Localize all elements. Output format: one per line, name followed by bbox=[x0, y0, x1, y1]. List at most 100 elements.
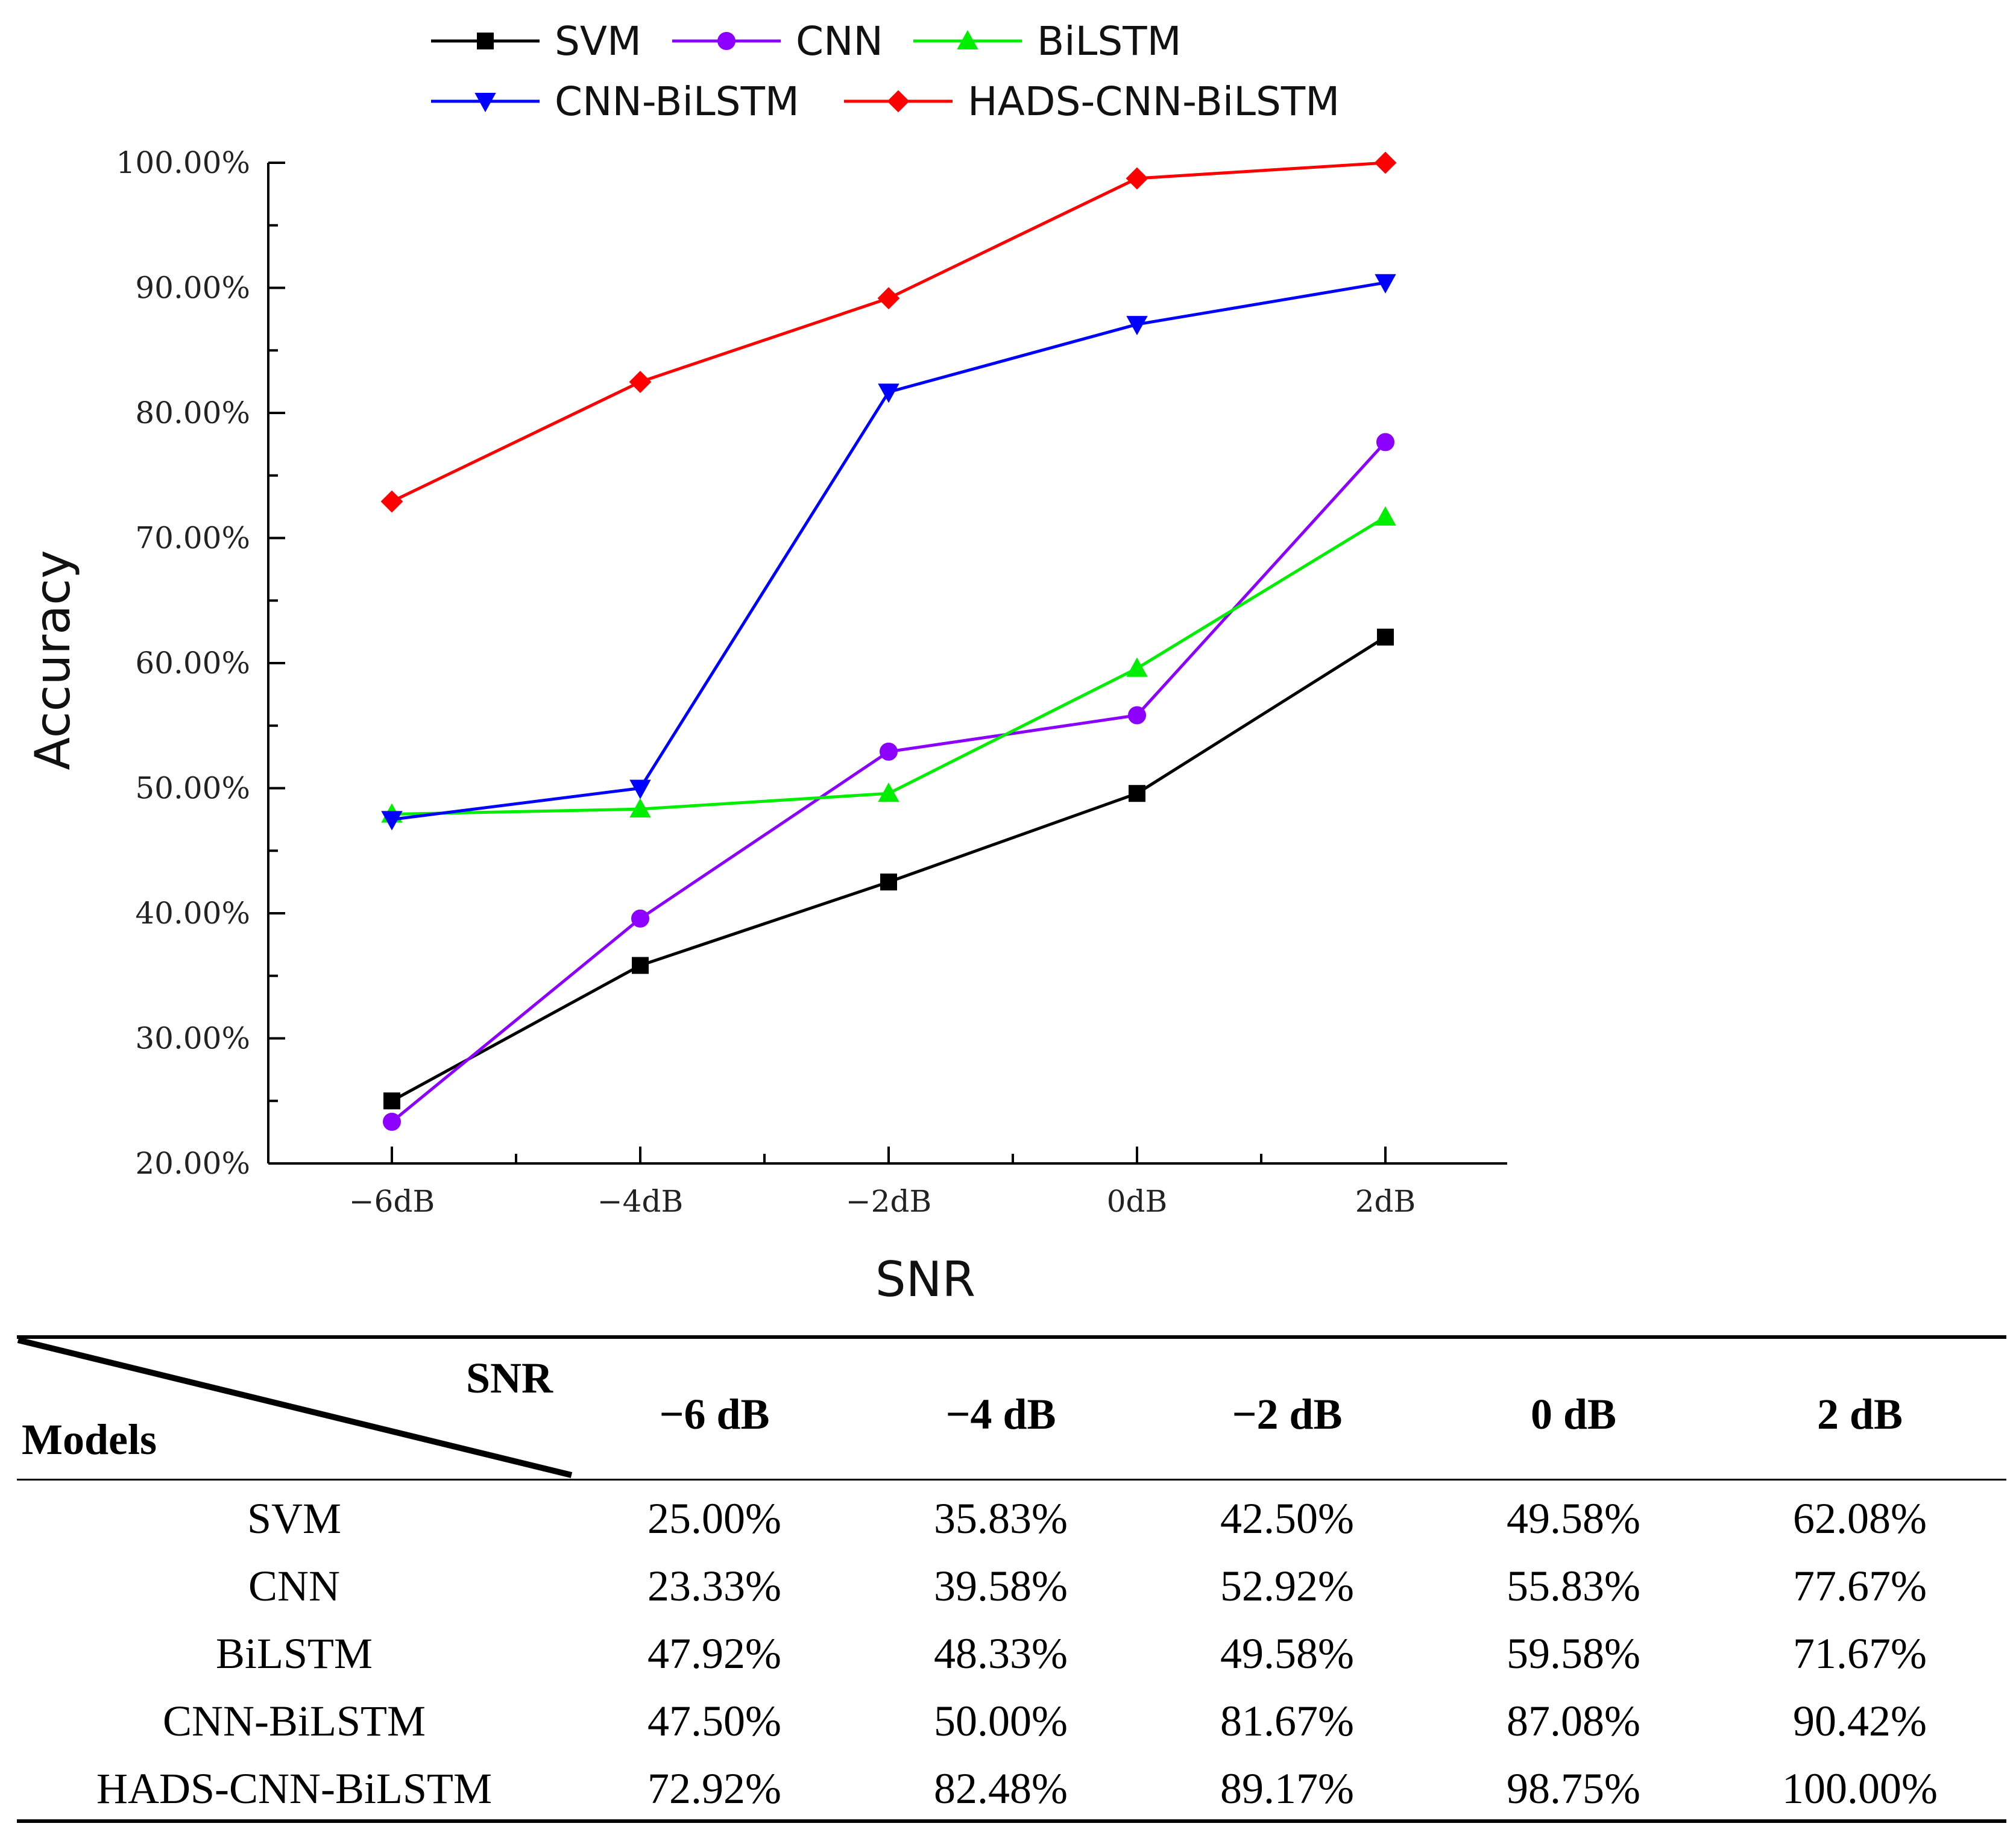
legend-label: BiLSTM bbox=[1037, 18, 1182, 65]
column-header: 0 dB bbox=[1530, 1390, 1617, 1438]
series-layer bbox=[380, 151, 1397, 1131]
accuracy-cell: 52.92% bbox=[1220, 1562, 1354, 1610]
data-point-bilstm bbox=[878, 782, 899, 802]
series-line-svm bbox=[391, 635, 1387, 1103]
accuracy-cell: 42.50% bbox=[1220, 1494, 1354, 1543]
header-diagonal-line bbox=[17, 1337, 573, 1478]
y-tick-label: 20.00% bbox=[135, 1146, 250, 1181]
model-name-cell: CNN-BiLSTM bbox=[162, 1697, 426, 1745]
accuracy-cell: 71.67% bbox=[1793, 1629, 1927, 1678]
x-tick-label: 0dB bbox=[1107, 1184, 1168, 1219]
data-point-svm bbox=[383, 1092, 400, 1110]
data-point-hads-cnn-bilstm bbox=[380, 490, 403, 513]
model-name-cell: BiLSTM bbox=[215, 1629, 373, 1678]
data-point-cnn-bilstm bbox=[878, 383, 899, 403]
column-header: −4 dB bbox=[945, 1390, 1056, 1438]
accuracy-cell: 39.58% bbox=[934, 1562, 1068, 1610]
y-axis-title: Accuracy bbox=[25, 550, 81, 770]
column-header: −6 dB bbox=[659, 1390, 770, 1438]
data-point-svm bbox=[880, 873, 897, 891]
series-svm bbox=[383, 628, 1394, 1110]
table-row: CNN 23.33% 39.58% 52.92% 55.83% 77.67% bbox=[17, 1552, 2006, 1620]
axis-ticks: 20.00% 30.00% 40.00% 50.00% 60.00% 70.00% 80.0… bbox=[116, 145, 1416, 1219]
y-tick-label: 90.00% bbox=[135, 271, 250, 306]
x-tick-label: 2dB bbox=[1355, 1184, 1416, 1219]
legend-item-cnn-bilstm: CNN-BiLSTM bbox=[431, 78, 799, 125]
data-point-hads-cnn-bilstm bbox=[1126, 167, 1148, 190]
accuracy-line-chart: SVM CNN BiLSTM CNN-BiLSTM HADS-CNN-BiLSTM 20… bbox=[25, 18, 1507, 1308]
accuracy-cell: 100.00% bbox=[1782, 1764, 1938, 1813]
legend-marker-bilstm bbox=[957, 30, 978, 49]
x-tick-label: −2dB bbox=[846, 1184, 931, 1219]
accuracy-cell: 81.67% bbox=[1220, 1697, 1354, 1745]
y-tick-label: 50.00% bbox=[135, 771, 250, 806]
model-name-cell: HADS-CNN-BiLSTM bbox=[96, 1764, 493, 1813]
data-point-hads-cnn-bilstm bbox=[1374, 151, 1397, 174]
series-hads-cnn-bilstm bbox=[380, 151, 1397, 513]
y-tick-label: 40.00% bbox=[135, 896, 250, 931]
table-row: BiLSTM 47.92% 48.33% 49.58% 59.58% 71.67% bbox=[17, 1620, 2006, 1687]
data-point-svm bbox=[1129, 785, 1145, 802]
corner-header-models: Models bbox=[22, 1415, 157, 1464]
legend: SVM CNN BiLSTM CNN-BiLSTM HADS-CNN-BiLSTM bbox=[431, 18, 1340, 125]
table-header-rule bbox=[17, 1479, 2006, 1481]
legend-label: HADS-CNN-BiLSTM bbox=[968, 78, 1340, 125]
data-point-cnn bbox=[1128, 706, 1146, 725]
legend-item-cnn: CNN bbox=[672, 18, 883, 65]
corner-header-snr: SNR bbox=[466, 1354, 553, 1402]
series-line-bilstm bbox=[391, 515, 1387, 816]
data-point-cnn bbox=[631, 909, 649, 928]
table-row: SVM 25.00% 35.83% 42.50% 49.58% 62.08% bbox=[17, 1485, 2006, 1552]
data-point-cnn-bilstm bbox=[1126, 316, 1148, 336]
data-point-cnn bbox=[1376, 433, 1394, 452]
table-top-rule bbox=[17, 1335, 2006, 1339]
column-header: −2 dB bbox=[1232, 1390, 1343, 1438]
accuracy-cell: 49.58% bbox=[1507, 1494, 1640, 1543]
x-tick-label: −6dB bbox=[349, 1184, 435, 1219]
legend-item-bilstm: BiLSTM bbox=[913, 18, 1182, 65]
accuracy-cell: 23.33% bbox=[647, 1562, 781, 1610]
accuracy-cell: 50.00% bbox=[934, 1697, 1068, 1745]
series-cnn bbox=[383, 433, 1394, 1131]
data-point-cnn bbox=[880, 742, 898, 761]
data-point-bilstm bbox=[1126, 657, 1148, 677]
accuracy-cell: 72.92% bbox=[647, 1764, 781, 1813]
legend-marker-cnn-bilstm bbox=[474, 93, 496, 113]
accuracy-cell: 77.67% bbox=[1793, 1562, 1927, 1610]
data-point-hads-cnn-bilstm bbox=[629, 371, 652, 393]
x-tick-label: −4dB bbox=[597, 1184, 683, 1219]
accuracy-cell: 59.58% bbox=[1507, 1629, 1640, 1678]
legend-label: SVM bbox=[555, 18, 641, 65]
model-name-cell: SVM bbox=[247, 1494, 342, 1543]
column-header: 2 dB bbox=[1816, 1390, 1903, 1438]
y-tick-label: 30.00% bbox=[135, 1021, 250, 1056]
accuracy-cell: 87.08% bbox=[1507, 1697, 1640, 1745]
accuracy-cell: 62.08% bbox=[1793, 1494, 1927, 1543]
table-row: CNN-BiLSTM 47.50% 50.00% 81.67% 87.08% 90.42% bbox=[17, 1687, 2006, 1755]
legend-label: CNN-BiLSTM bbox=[555, 78, 799, 125]
data-point-svm bbox=[1377, 628, 1394, 646]
y-tick-label: 80.00% bbox=[135, 395, 250, 430]
data-point-cnn-bilstm bbox=[381, 811, 403, 831]
accuracy-cell: 82.48% bbox=[934, 1764, 1068, 1813]
legend-label: CNN bbox=[796, 18, 883, 65]
series-line-cnn-bilstm bbox=[391, 281, 1386, 821]
data-point-hads-cnn-bilstm bbox=[877, 287, 900, 310]
data-point-cnn bbox=[383, 1112, 401, 1131]
accuracy-cell: 35.83% bbox=[934, 1494, 1068, 1543]
y-tick-label: 100.00% bbox=[116, 145, 250, 180]
accuracy-cell: 25.00% bbox=[647, 1494, 781, 1543]
accuracy-cell: 89.17% bbox=[1220, 1764, 1354, 1813]
accuracy-cell: 55.83% bbox=[1507, 1562, 1640, 1610]
legend-marker-hads-cnn-bilstm bbox=[887, 90, 910, 113]
accuracy-cell: 47.50% bbox=[647, 1697, 781, 1745]
y-tick-label: 60.00% bbox=[135, 646, 250, 681]
accuracy-cell: 98.75% bbox=[1507, 1764, 1640, 1813]
x-axis-title: SNR bbox=[875, 1251, 975, 1308]
data-point-svm bbox=[632, 957, 649, 974]
data-point-cnn-bilstm bbox=[1375, 274, 1396, 294]
accuracy-cell: 48.33% bbox=[934, 1629, 1068, 1678]
series-line-hads-cnn-bilstm bbox=[391, 161, 1386, 503]
axes bbox=[267, 163, 1507, 1165]
legend-marker-svm bbox=[477, 33, 494, 49]
